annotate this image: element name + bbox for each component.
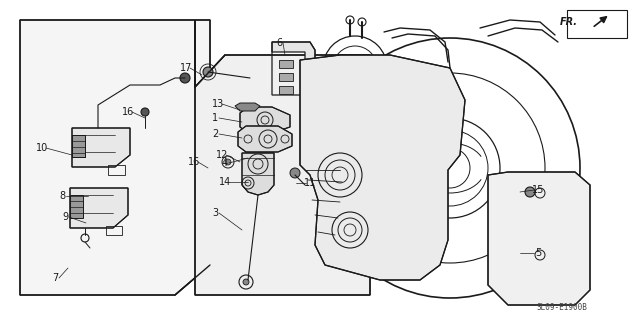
Polygon shape	[488, 172, 590, 305]
Polygon shape	[240, 107, 290, 133]
Bar	[567, 10, 627, 38]
Text: 9: 9	[62, 212, 68, 222]
Polygon shape	[195, 20, 370, 295]
Circle shape	[225, 159, 231, 165]
Text: 1: 1	[212, 113, 218, 123]
Text: 16: 16	[188, 157, 200, 167]
Polygon shape	[300, 55, 465, 280]
Text: SL09-E1900B: SL09-E1900B	[536, 302, 588, 311]
Polygon shape	[238, 126, 292, 152]
Bar	[279, 60, 293, 68]
Polygon shape	[72, 135, 85, 157]
Text: 15: 15	[532, 185, 544, 195]
Bar	[279, 86, 293, 94]
Polygon shape	[70, 188, 128, 228]
Text: 3: 3	[212, 208, 218, 218]
Circle shape	[180, 73, 190, 83]
Text: 11: 11	[304, 178, 316, 188]
Text: 5: 5	[535, 248, 541, 258]
Text: 16: 16	[122, 107, 134, 117]
Circle shape	[290, 168, 300, 178]
Text: 4: 4	[222, 158, 228, 168]
Text: 17: 17	[180, 63, 192, 73]
Polygon shape	[72, 128, 130, 167]
Polygon shape	[70, 195, 83, 218]
Text: 8: 8	[59, 191, 65, 201]
Bar	[279, 73, 293, 81]
Text: 10: 10	[36, 143, 48, 153]
Text: FR.: FR.	[560, 17, 578, 27]
Text: 6: 6	[276, 38, 282, 48]
Polygon shape	[20, 20, 210, 295]
Circle shape	[243, 279, 249, 285]
Polygon shape	[235, 103, 260, 111]
Text: 14: 14	[219, 177, 231, 187]
Text: 12: 12	[216, 150, 228, 160]
Text: 7: 7	[52, 273, 58, 283]
Text: 2: 2	[212, 129, 218, 139]
Text: 13: 13	[212, 99, 224, 109]
Circle shape	[203, 67, 213, 77]
Polygon shape	[272, 42, 315, 95]
Circle shape	[141, 108, 149, 116]
Polygon shape	[242, 153, 274, 195]
Circle shape	[525, 187, 535, 197]
